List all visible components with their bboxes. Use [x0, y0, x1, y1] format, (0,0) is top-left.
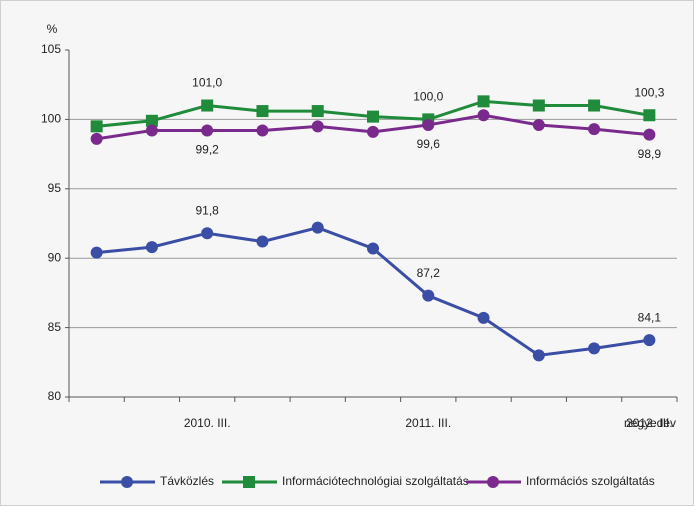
data-label: 100,0: [413, 90, 443, 104]
data-point: [477, 311, 490, 324]
data-point: [201, 99, 214, 112]
data-point: [422, 289, 435, 302]
data-point: [145, 114, 158, 127]
data-point: [643, 128, 656, 141]
x-tick-label: 2010. III.: [184, 416, 231, 430]
data-point: [201, 227, 214, 240]
data-point: [588, 123, 601, 136]
x-tick-label: 2011. III.: [405, 416, 451, 430]
legend-label: Távközlés: [160, 474, 214, 488]
data-point: [145, 124, 158, 137]
legend-marker: [121, 476, 133, 488]
data-point: [90, 120, 103, 133]
data-label: 98,9: [638, 147, 662, 161]
data-point: [90, 132, 103, 145]
data-point: [422, 118, 435, 131]
legend-label: Információtechnológiai szolgáltatás: [282, 474, 469, 488]
data-point: [145, 241, 158, 254]
data-point: [532, 118, 545, 131]
y-unit: %: [47, 22, 58, 36]
data-point: [367, 242, 379, 255]
y-tick-label: 105: [41, 42, 61, 56]
data-label: 99,2: [196, 143, 220, 157]
data-point: [311, 120, 324, 133]
y-tick-label: 95: [48, 181, 62, 195]
data-point: [256, 235, 269, 248]
data-point: [311, 221, 324, 234]
data-point: [532, 99, 545, 112]
data-label: 100,3: [634, 85, 664, 99]
data-point: [532, 349, 545, 362]
legend-marker: [487, 476, 499, 488]
data-point: [477, 109, 490, 122]
data-point: [367, 110, 379, 123]
data-point: [588, 342, 601, 355]
y-tick-label: 100: [41, 112, 61, 126]
x-axis-label: negyedév: [624, 416, 676, 430]
data-label: 99,6: [417, 137, 441, 151]
data-point: [643, 109, 656, 122]
data-point: [588, 99, 601, 112]
data-point: [256, 124, 269, 137]
x-tick-label: 2012. III.: [626, 416, 673, 430]
data-point: [90, 246, 103, 259]
legend-label: Információs szolgáltatás: [526, 474, 655, 488]
data-point: [256, 105, 269, 118]
data-label: 84,1: [638, 310, 662, 324]
data-point: [367, 125, 379, 138]
data-point: [643, 334, 656, 347]
y-tick-label: 80: [48, 389, 62, 403]
legend-marker: [243, 476, 255, 488]
data-label: 87,2: [417, 266, 441, 280]
y-tick-label: 90: [48, 250, 62, 264]
data-point: [477, 95, 490, 108]
data-label: 91,8: [196, 203, 220, 217]
data-point: [311, 105, 324, 118]
y-tick-label: 85: [48, 320, 62, 334]
data-label: 101,0: [192, 76, 222, 90]
data-point: [201, 124, 214, 137]
